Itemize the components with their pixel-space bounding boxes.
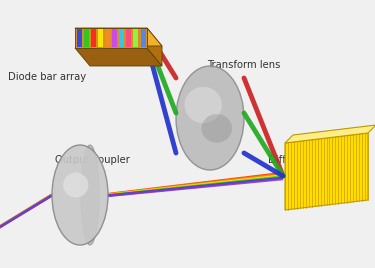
Polygon shape bbox=[91, 29, 96, 47]
Ellipse shape bbox=[201, 114, 232, 143]
Polygon shape bbox=[134, 29, 138, 47]
Text: Diode bar array: Diode bar array bbox=[8, 72, 86, 82]
Polygon shape bbox=[105, 29, 110, 47]
Polygon shape bbox=[141, 29, 146, 47]
Polygon shape bbox=[126, 29, 131, 47]
Polygon shape bbox=[98, 29, 103, 47]
Polygon shape bbox=[76, 29, 81, 47]
Polygon shape bbox=[84, 29, 88, 47]
Polygon shape bbox=[75, 28, 147, 48]
Polygon shape bbox=[147, 28, 162, 66]
Ellipse shape bbox=[81, 145, 99, 245]
Text: Diffraction grating: Diffraction grating bbox=[268, 155, 360, 165]
Text: Transform lens: Transform lens bbox=[207, 60, 280, 70]
Polygon shape bbox=[112, 29, 117, 47]
Ellipse shape bbox=[63, 173, 88, 198]
Text: Output coupler: Output coupler bbox=[55, 155, 130, 165]
Ellipse shape bbox=[176, 66, 244, 170]
Polygon shape bbox=[285, 133, 368, 210]
Polygon shape bbox=[285, 125, 375, 143]
Polygon shape bbox=[75, 48, 162, 66]
Polygon shape bbox=[119, 29, 124, 47]
Ellipse shape bbox=[52, 145, 108, 245]
Ellipse shape bbox=[184, 87, 222, 123]
Polygon shape bbox=[75, 28, 162, 46]
